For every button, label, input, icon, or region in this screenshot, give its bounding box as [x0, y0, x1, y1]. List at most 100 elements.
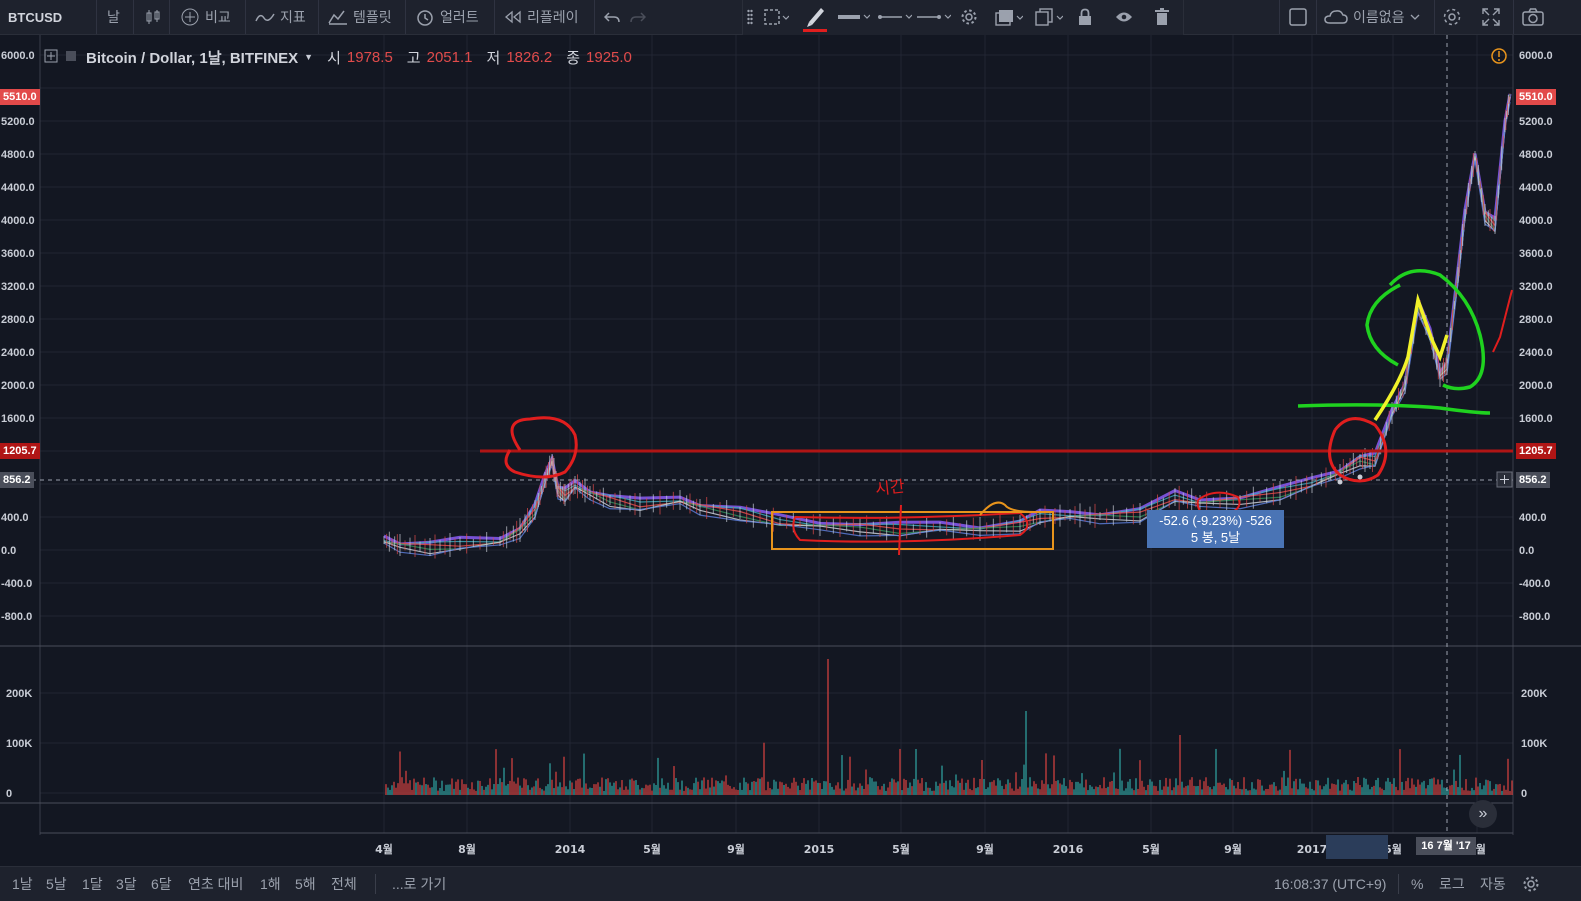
handwriting-time: 시간: [874, 477, 906, 499]
legend-dropdown-icon[interactable]: ▼: [304, 52, 314, 62]
symbol-search[interactable]: BTCUSD: [8, 0, 62, 34]
divider: [318, 0, 319, 34]
auto-scale-toggle[interactable]: 자동: [1480, 876, 1506, 892]
templates-button[interactable]: 템플릿: [328, 0, 392, 34]
volume-tick-left: 100K: [6, 738, 32, 750]
range-ytd[interactable]: 연초 대비: [188, 876, 244, 892]
badge-right-856: 856.2: [1516, 472, 1550, 488]
settings-gear-icon[interactable]: [1442, 0, 1462, 34]
time-tick: 9월: [727, 842, 745, 856]
price-tick-left: 1600.0: [1, 413, 35, 425]
drag-handle-icon[interactable]: [747, 0, 753, 34]
scroll-to-realtime-button[interactable]: »: [1469, 800, 1497, 828]
clone-icon[interactable]: [1035, 0, 1063, 34]
legend-title[interactable]: Bitcoin / Dollar, 1날, BITFINEX: [86, 49, 299, 67]
open-value: 1978.5: [346, 48, 393, 66]
log-scale-toggle[interactable]: 로그: [1439, 876, 1465, 892]
symbol-label: BTCUSD: [8, 9, 63, 25]
layers-icon[interactable]: [995, 0, 1023, 34]
price-tick-left: 6000.0: [1, 50, 35, 62]
range-3m[interactable]: 3달: [116, 876, 137, 892]
open-label: 시: [327, 49, 341, 67]
camera-icon[interactable]: [1522, 0, 1544, 34]
alerts-button[interactable]: 얼러트: [415, 0, 479, 34]
expand-icon[interactable]: [1482, 0, 1500, 34]
measure-line1: -52.6 (-9.23%) -526: [1159, 513, 1272, 528]
goto-date-button[interactable]: ...로 가기: [392, 876, 447, 892]
add-alert-plus-icon[interactable]: [1496, 471, 1513, 488]
indicators-button[interactable]: 지표: [255, 0, 306, 34]
volume-tick-right: 100K: [1521, 738, 1547, 750]
selection-icon[interactable]: [763, 0, 789, 34]
time-tick: 4월: [375, 842, 393, 856]
price-chart[interactable]: 시간 6000.0 5200.0 4800.0 4400.0 4000.0 3600.0 3…: [0, 35, 1581, 866]
volume-axis-labels: 200K 200K 100K 100K 0 0: [6, 688, 1547, 800]
divider: [169, 0, 170, 34]
volume-tick-right: 0: [1521, 788, 1527, 800]
divider: [375, 874, 376, 894]
redo-icon[interactable]: [630, 0, 646, 34]
lock-icon[interactable]: [1078, 0, 1092, 34]
hand-annotations[interactable]: [504, 269, 1513, 556]
interval-button[interactable]: 날: [107, 0, 120, 34]
range-6m[interactable]: 6달: [151, 876, 172, 892]
time-tick: 2015: [804, 843, 835, 856]
badge-right-5510: 5510.0: [1516, 89, 1556, 105]
trash-icon[interactable]: [1155, 0, 1169, 34]
compare-button[interactable]: 비교: [180, 0, 231, 34]
divider: [1434, 0, 1435, 34]
measure-start-point[interactable]: [1337, 479, 1343, 485]
chevron-down-icon: [1410, 13, 1420, 21]
layout-name-button[interactable]: 이름없음: [1324, 0, 1420, 34]
divider: [133, 0, 134, 34]
range-all[interactable]: 전체: [331, 876, 357, 892]
percent-scale-toggle[interactable]: %: [1411, 876, 1424, 892]
line-end-icon[interactable]: [917, 0, 951, 34]
gear-icon[interactable]: [960, 0, 978, 34]
low-value: 1826.2: [506, 48, 553, 66]
volume-tick-left: 200K: [6, 688, 32, 700]
divider: [1316, 0, 1317, 34]
range-5y[interactable]: 5해: [295, 876, 316, 892]
range-1d[interactable]: 1날: [12, 876, 33, 892]
candles-icon[interactable]: [144, 0, 162, 34]
range-5d[interactable]: 5날: [46, 876, 67, 892]
range-1y[interactable]: 1해: [260, 876, 281, 892]
chart-settings-gear-icon[interactable]: [1522, 867, 1540, 901]
measure-line2: 5 봉, 5날: [1190, 530, 1241, 545]
replay-button[interactable]: 리플레이: [504, 0, 579, 34]
volume-bars: [385, 659, 1513, 795]
line-width-icon[interactable]: [838, 0, 870, 34]
divider: [1513, 0, 1514, 34]
indicator-wave-icon: [255, 10, 275, 24]
eye-icon[interactable]: [1115, 0, 1133, 34]
alerts-label: 얼러트: [440, 9, 479, 25]
divider: [405, 0, 406, 34]
fullscreen-checkbox-icon[interactable]: [1289, 0, 1307, 34]
compare-label: 비교: [205, 9, 231, 25]
line-style-icon[interactable]: [878, 0, 912, 34]
price-tick-right: 4400.0: [1519, 182, 1553, 194]
layout-name-label: 이름없음: [1353, 9, 1405, 25]
right-price-labels: 6000.0 5200.0 4800.0 4400.0 4000.0 3600.0 3200…: [1519, 50, 1553, 623]
green-circle: [1365, 269, 1486, 391]
drawing-toolbar: [742, 0, 1184, 37]
time-tick: 8월: [458, 842, 476, 856]
rewind-icon: [504, 10, 522, 24]
range-1m[interactable]: 1달: [82, 876, 103, 892]
time-tick: 5월: [1384, 842, 1402, 856]
clock-timezone[interactable]: 16:08:37 (UTC+9): [1274, 876, 1387, 892]
legend-controls[interactable]: [44, 49, 76, 63]
price-tick-left: -800.0: [1, 611, 32, 623]
chart-legend: Bitcoin / Dollar, 1날, BITFINEX ▼ 시 1978.5…: [44, 47, 632, 67]
measure-end-point[interactable]: [1357, 474, 1363, 480]
time-axis-highlight: [1326, 835, 1388, 859]
brush-icon[interactable]: [803, 0, 827, 34]
price-tick-left: 5200.0: [1, 116, 35, 128]
price-tick-left: 4000.0: [1, 215, 35, 227]
price-tick-right: 3600.0: [1519, 248, 1553, 260]
undo-icon[interactable]: [604, 0, 620, 34]
high-label: 고: [406, 49, 421, 67]
divider: [594, 0, 595, 34]
alert-warning-icon[interactable]: [1491, 48, 1507, 64]
